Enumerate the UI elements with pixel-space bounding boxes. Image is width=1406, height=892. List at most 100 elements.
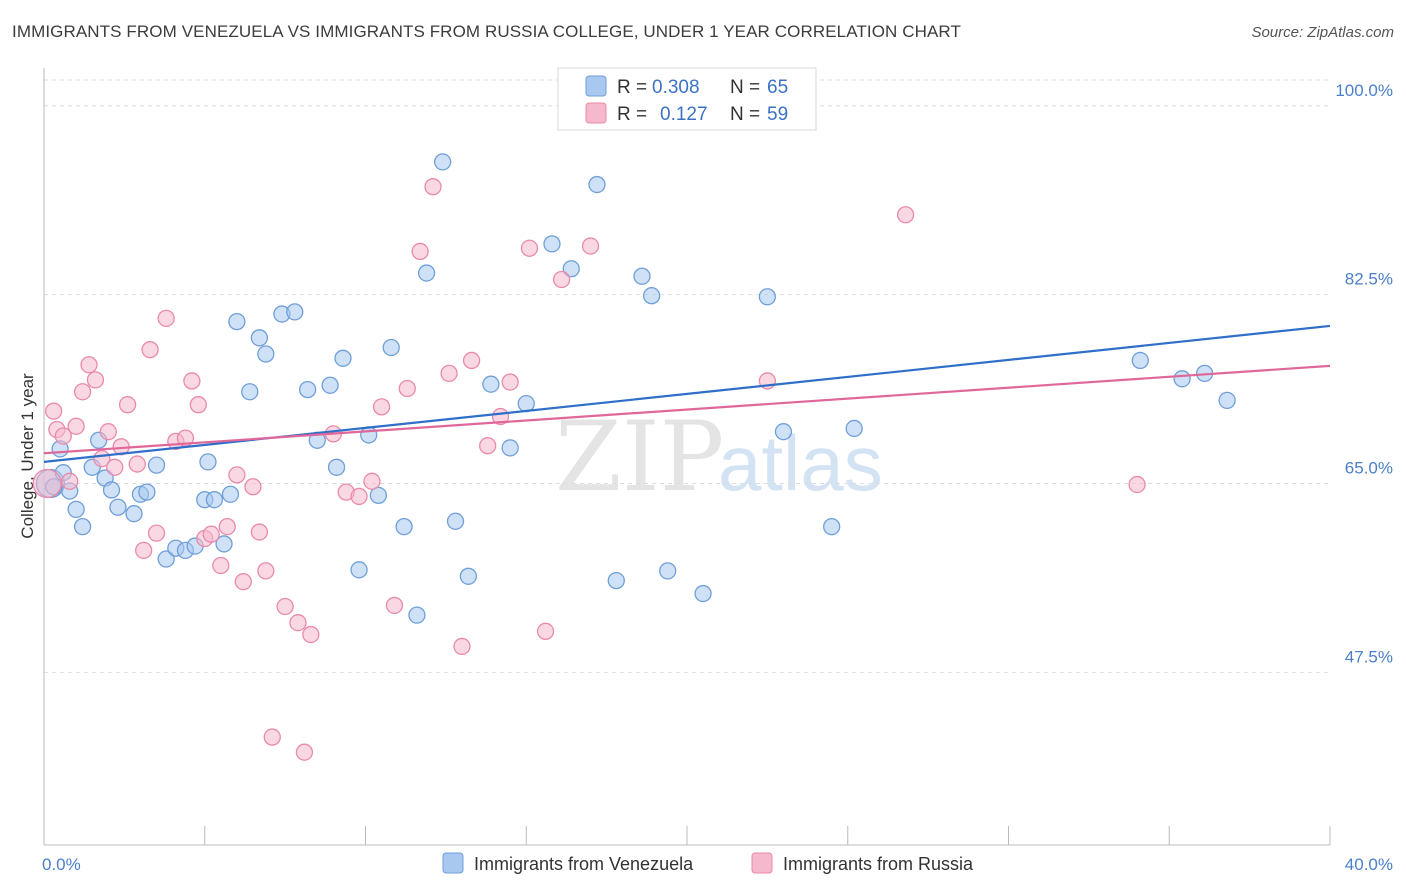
point-venezuela-57 (758, 288, 777, 306)
point-russia-4 (61, 472, 79, 490)
y-tick-label-1: 65.0% (1345, 458, 1393, 477)
point-russia-6 (73, 383, 92, 401)
point-venezuela-36 (350, 561, 368, 579)
legend-russia-r-value: 0.127 (660, 104, 708, 125)
legend-swatch-russia (585, 102, 607, 124)
point-russia-42 (385, 596, 404, 615)
legend-venezuela-n-value: 65 (767, 77, 788, 98)
point-venezuela-55 (659, 562, 677, 580)
point-russia-22 (189, 396, 207, 414)
bottom-legend-swatch-venezuela (442, 852, 464, 874)
point-venezuela-42 (417, 264, 436, 282)
point-venezuela-58 (774, 423, 793, 441)
point-russia-33 (276, 597, 294, 616)
point-venezuela-34 (327, 458, 346, 476)
point-russia-24 (202, 525, 220, 543)
point-russia-52 (520, 239, 539, 257)
series-venezuela-points (35, 153, 1236, 624)
point-venezuela-51 (588, 175, 606, 194)
point-venezuela-35 (334, 349, 352, 367)
point-russia-35 (295, 743, 314, 761)
point-venezuela-56 (694, 584, 712, 603)
point-venezuela-11 (109, 498, 127, 516)
point-venezuela-46 (482, 375, 500, 393)
point-venezuela-49 (543, 235, 561, 253)
point-russia-45 (424, 178, 442, 196)
legend-russia-r-label: R = (617, 104, 647, 125)
point-russia-21 (183, 372, 201, 390)
y-tick-label-0: 47.5% (1345, 647, 1393, 666)
source-label: Source: ZipAtlas.com (1251, 24, 1394, 41)
legend-venezuela-n-label: N = (730, 77, 760, 98)
point-russia-16 (141, 341, 159, 359)
point-russia-34 (289, 614, 307, 632)
point-venezuela-31 (298, 380, 317, 399)
point-russia-58 (1128, 475, 1146, 494)
point-venezuela-15 (147, 456, 166, 474)
point-venezuela-30 (286, 303, 304, 321)
point-venezuela-24 (221, 485, 240, 503)
trendline-russia (43, 364, 1331, 455)
point-russia-5 (67, 417, 85, 435)
bottom-legend-russia-label: Immigrants from Russia (783, 854, 974, 874)
point-russia-26 (218, 517, 236, 536)
point-russia-17 (147, 524, 166, 542)
point-russia-8 (86, 371, 105, 389)
point-venezuela-5 (67, 500, 85, 519)
point-russia-0 (32, 468, 62, 499)
point-russia-13 (118, 396, 137, 414)
point-venezuela-41 (408, 606, 426, 624)
point-russia-39 (350, 487, 368, 506)
point-venezuela-47 (501, 439, 519, 457)
point-venezuela-22 (205, 491, 224, 509)
point-venezuela-12 (125, 505, 143, 523)
point-russia-14 (128, 455, 146, 473)
point-russia-11 (106, 458, 124, 476)
chart-title: IMMIGRANTS FROM VENEZUELA VS IMMIGRANTS … (12, 22, 961, 41)
point-venezuela-52 (607, 571, 625, 590)
point-russia-54 (552, 270, 571, 289)
point-russia-41 (372, 398, 391, 416)
point-russia-32 (263, 728, 281, 746)
point-russia-10 (99, 423, 117, 441)
point-venezuela-40 (395, 517, 413, 536)
point-venezuela-6 (73, 517, 92, 536)
point-russia-18 (157, 309, 175, 328)
legend-venezuela-r-label: R = (617, 77, 647, 98)
point-russia-48 (462, 351, 481, 370)
point-russia-49 (479, 437, 497, 455)
point-russia-15 (135, 541, 153, 560)
point-russia-40 (363, 472, 381, 490)
point-russia-51 (501, 373, 519, 391)
legend-russia-n-label: N = (730, 104, 760, 125)
x-tick-label-40: 40.0% (1345, 855, 1393, 874)
point-venezuela-21 (199, 453, 217, 471)
legend-russia-n-value: 59 (767, 104, 788, 125)
point-venezuela-14 (138, 483, 156, 501)
point-russia-31 (257, 562, 275, 580)
point-venezuela-62 (1218, 391, 1236, 410)
point-venezuela-60 (1131, 351, 1149, 370)
x-tick-label-0: 0.0% (42, 855, 81, 874)
point-venezuela-53 (633, 267, 651, 285)
point-russia-1 (44, 402, 63, 420)
legend-venezuela-r-value: 0.308 (652, 77, 700, 98)
bottom-legend: Immigrants from Venezuela Immigrants fro… (442, 852, 974, 874)
watermark-zip: ZIP (555, 401, 724, 513)
point-venezuela-45 (459, 567, 478, 585)
x-ticks (204, 826, 1331, 845)
point-russia-36 (302, 625, 320, 644)
point-russia-57 (896, 206, 915, 224)
point-russia-25 (212, 556, 230, 575)
bottom-legend-swatch-russia (751, 852, 773, 874)
y-tick-label-2: 82.5% (1345, 270, 1393, 289)
point-russia-44 (411, 242, 429, 261)
point-venezuela-43 (434, 153, 452, 171)
y-tick-labels: 47.5% 65.0% 82.5% 100.0% (1335, 81, 1393, 667)
point-russia-28 (234, 573, 252, 591)
point-venezuela-25 (228, 312, 246, 331)
point-venezuela-64 (845, 419, 863, 438)
point-russia-27 (228, 466, 246, 484)
point-venezuela-59 (823, 517, 841, 536)
